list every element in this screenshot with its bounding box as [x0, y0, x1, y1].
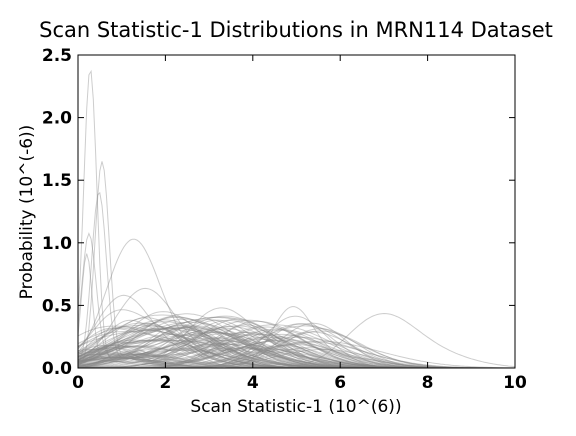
- y-axis-label: Probability (10^(-6)): [17, 125, 37, 300]
- y-tick-label: 0.5: [42, 296, 72, 316]
- distribution-curve: [77, 340, 515, 369]
- x-axis-label: Scan Statistic-1 (10^(6)): [190, 397, 401, 417]
- distribution-curves: [77, 69, 516, 369]
- axis-ticks: 0 2 4 6 8 10 0.0 0.5 1.0 1.5 2.0 2.5: [42, 46, 527, 393]
- distribution-curve: [77, 336, 516, 369]
- distribution-curve: [77, 341, 515, 369]
- distribution-curve: [77, 348, 515, 369]
- chart-title: Scan Statistic-1 Distributions in MRN114…: [39, 18, 553, 42]
- x-tick-label: 2: [159, 373, 171, 393]
- x-tick-label: 6: [334, 373, 346, 393]
- x-tick-label: 0: [72, 373, 84, 393]
- distribution-curve: [77, 336, 515, 369]
- distribution-curve: [77, 324, 515, 369]
- distribution-curve: [77, 330, 515, 369]
- y-tick-label: 1.5: [42, 171, 72, 191]
- x-tick-label: 4: [247, 373, 259, 393]
- y-tick-label: 2.0: [42, 109, 72, 129]
- y-tick-label: 2.5: [42, 46, 72, 66]
- x-tick-label: 8: [422, 373, 434, 393]
- plot-frame: [77, 54, 516, 369]
- y-tick-label: 0.0: [42, 359, 72, 379]
- y-tick-label: 1.0: [42, 234, 72, 254]
- x-tick-label: 10: [503, 373, 527, 393]
